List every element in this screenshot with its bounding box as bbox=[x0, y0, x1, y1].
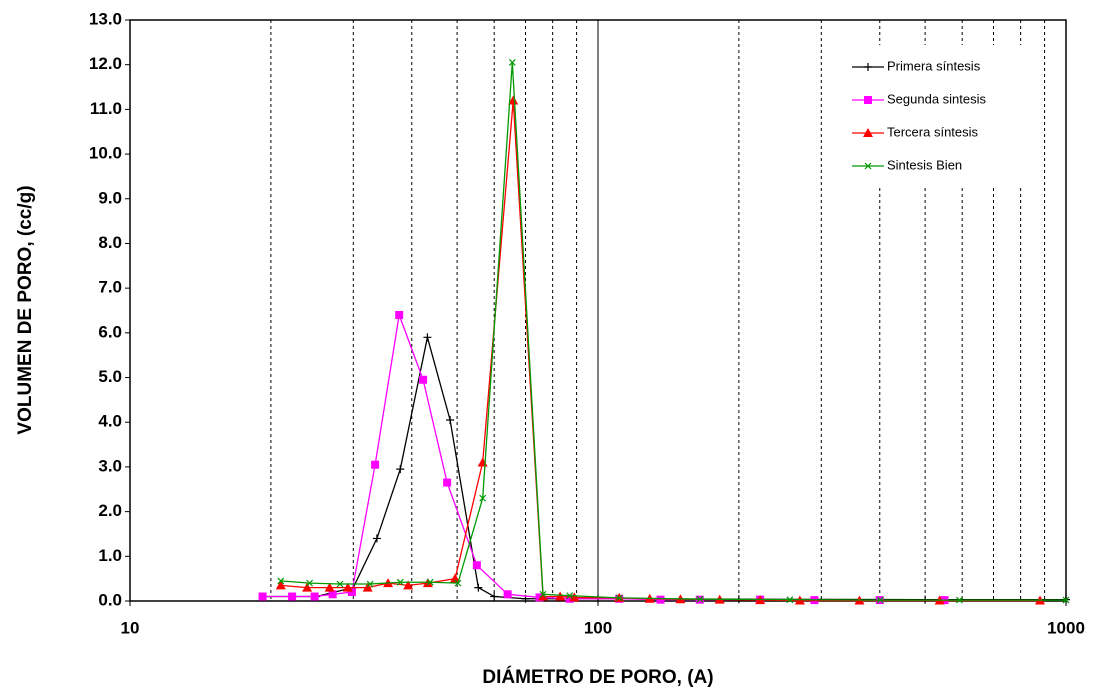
marker bbox=[277, 577, 285, 585]
marker bbox=[324, 582, 335, 592]
marker bbox=[258, 592, 267, 601]
marker bbox=[443, 478, 452, 487]
marker bbox=[419, 375, 428, 384]
y-tick-label: 0.0 bbox=[98, 590, 122, 609]
marker bbox=[615, 594, 623, 602]
y-tick-label: 13.0 bbox=[89, 9, 122, 28]
x-axis-title: DIÁMETRO DE PORO, (A) bbox=[482, 666, 713, 688]
y-tick-label: 2.0 bbox=[98, 501, 122, 520]
marker bbox=[306, 579, 314, 587]
legend-label: Primera síntesis bbox=[887, 58, 981, 73]
marker bbox=[472, 561, 481, 570]
marker bbox=[310, 592, 319, 601]
legend-label: Tercera síntesis bbox=[887, 124, 979, 139]
marker bbox=[403, 580, 414, 590]
marker bbox=[446, 415, 455, 424]
marker bbox=[454, 579, 462, 587]
marker bbox=[508, 95, 519, 105]
marker bbox=[450, 573, 461, 583]
marker bbox=[864, 162, 872, 170]
x-tick-label: 10 bbox=[121, 618, 140, 637]
marker bbox=[539, 590, 547, 598]
marker bbox=[336, 580, 344, 588]
marker bbox=[347, 588, 356, 597]
x-tick-label: 1000 bbox=[1047, 618, 1085, 637]
y-tick-label: 4.0 bbox=[98, 412, 122, 431]
marker bbox=[396, 578, 404, 586]
y-tick-label: 3.0 bbox=[98, 456, 122, 475]
marker bbox=[396, 465, 405, 474]
marker bbox=[864, 96, 872, 104]
marker bbox=[275, 580, 286, 590]
marker bbox=[302, 582, 313, 592]
marker bbox=[423, 333, 432, 342]
series-line bbox=[262, 312, 945, 601]
legend-label: Segunda sintesis bbox=[887, 91, 987, 106]
marker bbox=[479, 494, 487, 502]
marker bbox=[565, 594, 574, 603]
marker bbox=[535, 593, 544, 602]
y-tick-label: 7.0 bbox=[98, 278, 122, 297]
marker bbox=[474, 583, 483, 592]
marker bbox=[656, 595, 665, 604]
marker bbox=[342, 582, 353, 592]
marker bbox=[328, 590, 337, 599]
marker bbox=[555, 591, 566, 601]
marker bbox=[569, 592, 580, 602]
marker bbox=[1062, 596, 1070, 604]
marker bbox=[490, 592, 499, 601]
marker bbox=[786, 596, 794, 604]
marker bbox=[503, 590, 512, 599]
marker bbox=[426, 578, 434, 586]
y-tick-label: 10.0 bbox=[89, 144, 122, 163]
legend-label: Sintesis Bien bbox=[887, 157, 962, 172]
marker bbox=[696, 595, 704, 603]
x-tick-label: 100 bbox=[584, 618, 612, 637]
legend-box bbox=[822, 45, 1044, 185]
marker bbox=[372, 534, 381, 543]
y-tick-label: 1.0 bbox=[98, 546, 122, 565]
y-tick-label: 12.0 bbox=[89, 54, 122, 73]
marker bbox=[956, 596, 963, 604]
marker bbox=[863, 128, 873, 137]
y-tick-label: 6.0 bbox=[98, 322, 122, 341]
series-line bbox=[262, 337, 1066, 601]
y-tick-label: 5.0 bbox=[98, 367, 122, 386]
marker bbox=[371, 460, 380, 469]
marker bbox=[876, 596, 884, 604]
marker bbox=[288, 592, 297, 601]
marker bbox=[477, 457, 488, 467]
marker bbox=[508, 59, 516, 66]
marker bbox=[366, 580, 374, 588]
marker bbox=[538, 591, 549, 601]
y-tick-label: 8.0 bbox=[98, 233, 122, 252]
y-tick-label: 11.0 bbox=[90, 99, 122, 118]
y-tick-label: 9.0 bbox=[98, 188, 122, 207]
marker bbox=[395, 310, 404, 319]
y-axis-title: VOLUMEN DE PORO, (cc/g) bbox=[15, 185, 36, 434]
marker bbox=[864, 63, 872, 71]
marker bbox=[566, 592, 574, 600]
